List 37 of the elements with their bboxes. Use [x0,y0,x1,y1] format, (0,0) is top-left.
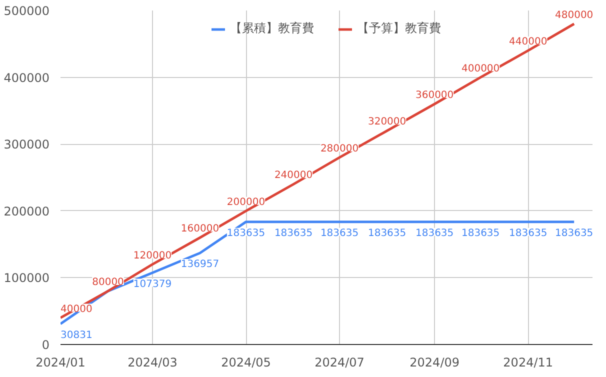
y-tick-label: 100000 [4,271,50,286]
data-label: 440000 [509,36,548,48]
x-tick-label: 2024/03 [128,356,178,370]
y-tick-label: 400000 [4,70,50,85]
data-label: 160000 [180,224,220,235]
y-tick-label: 300000 [4,138,50,152]
data-label: 107379 [133,278,172,290]
data-label: 240000 [274,170,313,182]
data-label: 200000 [226,196,266,208]
data-label: 183635 [416,228,454,239]
data-label: 183635 [320,228,359,239]
data-label: 183635 [461,228,500,239]
legend-label: 【累積】教育費 [230,20,314,37]
data-label: 400000 [461,63,500,74]
data-label: 120000 [133,250,172,262]
data-label: 183635 [509,228,548,239]
data-label: 40000 [60,304,92,315]
data-label: 183635 [368,228,406,239]
y-tick-label: 0 [42,338,50,352]
legend-label: 【予算】教育費 [357,20,441,37]
data-label: 136957 [180,259,220,270]
x-tick-label: 2024/09 [410,356,460,370]
data-label: 320000 [368,116,406,128]
data-label: 183635 [226,228,266,239]
x-tick-label: 2024/07 [314,356,364,370]
x-tick-label: 2024/01 [36,356,86,370]
data-label: 360000 [416,90,454,102]
data-label: 183635 [555,228,594,239]
data-label: 183635 [274,228,313,239]
x-tick-label: 2024/11 [503,356,554,370]
data-label: 80000 [92,277,124,288]
data-label: 480000 [555,10,594,21]
data-label: 30831 [60,330,92,341]
x-tick-label: 2024/05 [221,356,271,370]
y-tick-label: 200000 [4,204,50,218]
data-label: 280000 [320,143,359,154]
y-tick-label: 500000 [4,4,50,18]
